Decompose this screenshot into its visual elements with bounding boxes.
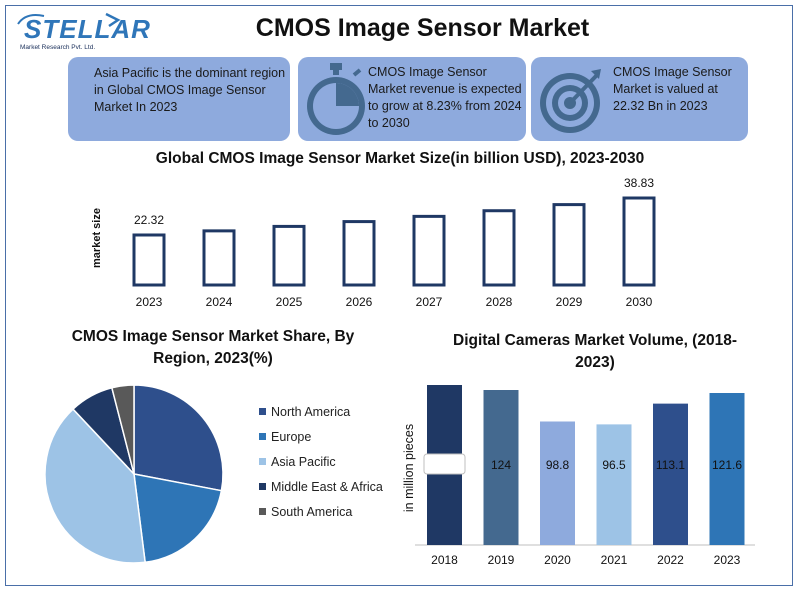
digital-cameras-data-label: 96.5: [602, 458, 626, 472]
infographic-frame: [5, 5, 793, 586]
legend-label: Asia Pacific: [271, 455, 336, 469]
market-size-bar: [132, 233, 166, 287]
digital-cameras-data-label: 98.8: [546, 458, 570, 472]
digital-cameras-chart: in million pieces 2018 2019 124 2020 98.8 2021…: [402, 385, 755, 567]
stellar-logo: STELLAR Market Research Pvt. Ltd.: [14, 10, 150, 56]
digital-cameras-x-tick: 2021: [601, 553, 628, 567]
digital-cameras-empty-label-box: [423, 453, 466, 475]
market-size-x-tick: 2026: [346, 295, 373, 309]
market-size-bar: [552, 203, 586, 287]
market-size-x-tick: 2024: [206, 295, 233, 309]
legend-swatch: [259, 508, 266, 515]
market-size-chart: market size 2023 22.32 2024 2025 2026 2027 2028…: [91, 176, 656, 309]
target-icon: [540, 69, 601, 133]
digital-cameras-chart-title: Digital Cameras Market Volume, (2018-202…: [453, 332, 737, 371]
digital-cameras-x-tick: 2023: [714, 553, 741, 567]
card-text: CMOS Image Sensor Market is valued at 22…: [613, 65, 732, 113]
logo-name: STELLAR: [24, 14, 151, 44]
legend-label: Middle East & Africa: [271, 480, 383, 494]
pie-slice: [133, 473, 223, 564]
legend-label: North America: [271, 405, 351, 419]
market-size-x-tick: 2023: [136, 295, 163, 309]
digital-cameras-bar: [483, 390, 519, 545]
market-size-x-tick: 2025: [276, 295, 303, 309]
market-size-bar: [412, 214, 446, 287]
digital-cameras-bar: [540, 421, 575, 545]
card-text: Asia Pacific is the dominant region in G…: [94, 66, 286, 114]
digital-cameras-data-label: 124: [491, 458, 511, 472]
card-text: CMOS Image Sensor Market revenue is expe…: [368, 65, 522, 130]
digital-cameras-bar: [653, 403, 688, 545]
page-title: CMOS Image Sensor Market: [255, 14, 590, 42]
market-size-bar: [482, 209, 516, 287]
logo-tagline: Market Research Pvt. Ltd.: [20, 44, 96, 51]
digital-cameras-x-tick: 2019: [488, 553, 515, 567]
digital-cameras-x-tick: 2018: [431, 553, 458, 567]
digital-cameras-bar: [596, 424, 632, 545]
legend-swatch: [259, 458, 266, 465]
info-card-value: CMOS Image Sensor Market is valued at 22…: [531, 57, 748, 141]
legend-swatch: [259, 433, 266, 440]
legend-swatch: [259, 483, 266, 490]
digital-cameras-x-tick: 2022: [657, 553, 684, 567]
market-size-x-tick: 2027: [416, 295, 443, 309]
market-size-data-label: 22.32: [134, 213, 164, 227]
market-size-chart-title: Global CMOS Image Sensor Market Size(in …: [155, 150, 645, 167]
info-card-growth: CMOS Image Sensor Market revenue is expe…: [298, 57, 526, 141]
market-size-y-axis-label: market size: [91, 208, 103, 268]
region-share-chart-title: CMOS Image Sensor Market Share, By Regio…: [71, 328, 355, 367]
market-size-x-tick: 2028: [486, 295, 513, 309]
market-size-x-tick: 2030: [626, 295, 653, 309]
market-size-bar: [622, 196, 656, 287]
legend-label: Europe: [271, 430, 312, 444]
legend-label: South America: [271, 505, 353, 519]
pie-slice: [133, 384, 224, 492]
digital-cameras-bar: [709, 393, 745, 545]
digital-cameras-data-label: 113.1: [656, 458, 685, 472]
market-size-bar: [272, 224, 306, 287]
market-size-bar: [342, 220, 376, 287]
market-size-x-tick: 2029: [556, 295, 583, 309]
info-card-region: Asia Pacific is the dominant region in G…: [68, 57, 290, 141]
digital-cameras-x-tick: 2020: [544, 553, 571, 567]
digital-cameras-y-axis-label: in million pieces: [402, 424, 416, 512]
market-size-data-label: 38.83: [624, 176, 654, 190]
region-share-pie-chart: [44, 384, 224, 564]
pie-slice: [44, 408, 146, 564]
stopwatch-icon: [307, 63, 365, 135]
logo-swoosh-icon: [17, 12, 121, 28]
pie-slice: [110, 384, 135, 475]
digital-cameras-data-label: 121.6: [712, 458, 742, 472]
legend-swatch: [259, 408, 266, 415]
market-size-bar: [202, 229, 236, 287]
